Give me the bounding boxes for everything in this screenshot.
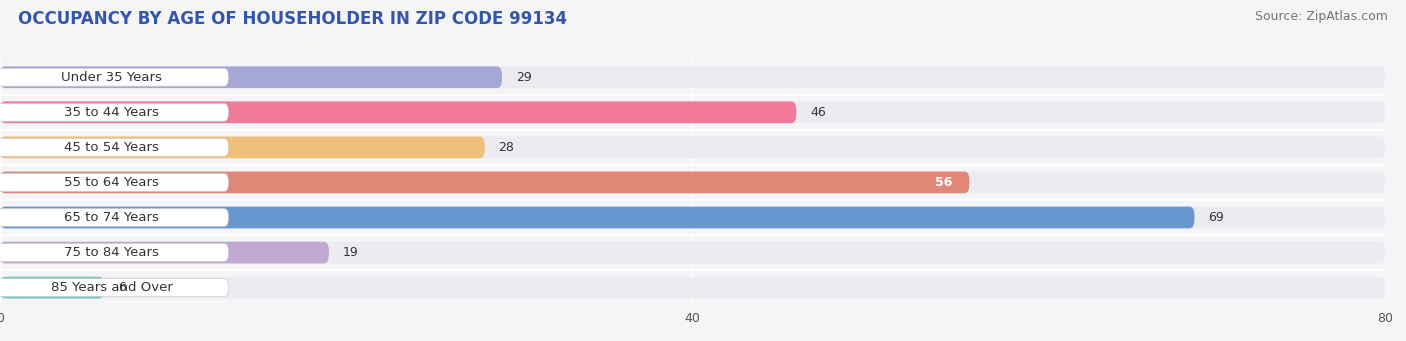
FancyBboxPatch shape: [0, 68, 229, 86]
FancyBboxPatch shape: [0, 277, 1385, 298]
FancyBboxPatch shape: [0, 242, 329, 264]
FancyBboxPatch shape: [0, 207, 1195, 228]
FancyBboxPatch shape: [0, 279, 229, 297]
FancyBboxPatch shape: [0, 172, 970, 193]
Text: 45 to 54 Years: 45 to 54 Years: [65, 141, 159, 154]
Text: 28: 28: [499, 141, 515, 154]
Text: 65 to 74 Years: 65 to 74 Years: [65, 211, 159, 224]
FancyBboxPatch shape: [0, 103, 229, 121]
Text: 55 to 64 Years: 55 to 64 Years: [65, 176, 159, 189]
Text: Source: ZipAtlas.com: Source: ZipAtlas.com: [1254, 10, 1388, 23]
FancyBboxPatch shape: [0, 66, 1385, 88]
Text: 69: 69: [1208, 211, 1225, 224]
Text: 19: 19: [343, 246, 359, 259]
Text: 46: 46: [810, 106, 825, 119]
Text: 75 to 84 Years: 75 to 84 Years: [65, 246, 159, 259]
FancyBboxPatch shape: [0, 101, 1385, 123]
FancyBboxPatch shape: [0, 207, 1385, 228]
FancyBboxPatch shape: [0, 243, 229, 262]
Text: 6: 6: [118, 281, 125, 294]
Text: Under 35 Years: Under 35 Years: [62, 71, 162, 84]
FancyBboxPatch shape: [0, 174, 229, 191]
Text: 56: 56: [935, 176, 952, 189]
FancyBboxPatch shape: [0, 242, 1385, 264]
Text: 85 Years and Over: 85 Years and Over: [51, 281, 173, 294]
Text: OCCUPANCY BY AGE OF HOUSEHOLDER IN ZIP CODE 99134: OCCUPANCY BY AGE OF HOUSEHOLDER IN ZIP C…: [18, 10, 568, 28]
FancyBboxPatch shape: [0, 277, 104, 298]
FancyBboxPatch shape: [0, 101, 796, 123]
Text: 35 to 44 Years: 35 to 44 Years: [65, 106, 159, 119]
FancyBboxPatch shape: [0, 138, 229, 156]
FancyBboxPatch shape: [0, 136, 485, 158]
FancyBboxPatch shape: [0, 136, 1385, 158]
FancyBboxPatch shape: [0, 172, 1385, 193]
FancyBboxPatch shape: [0, 66, 502, 88]
Text: 29: 29: [516, 71, 531, 84]
FancyBboxPatch shape: [0, 209, 229, 226]
